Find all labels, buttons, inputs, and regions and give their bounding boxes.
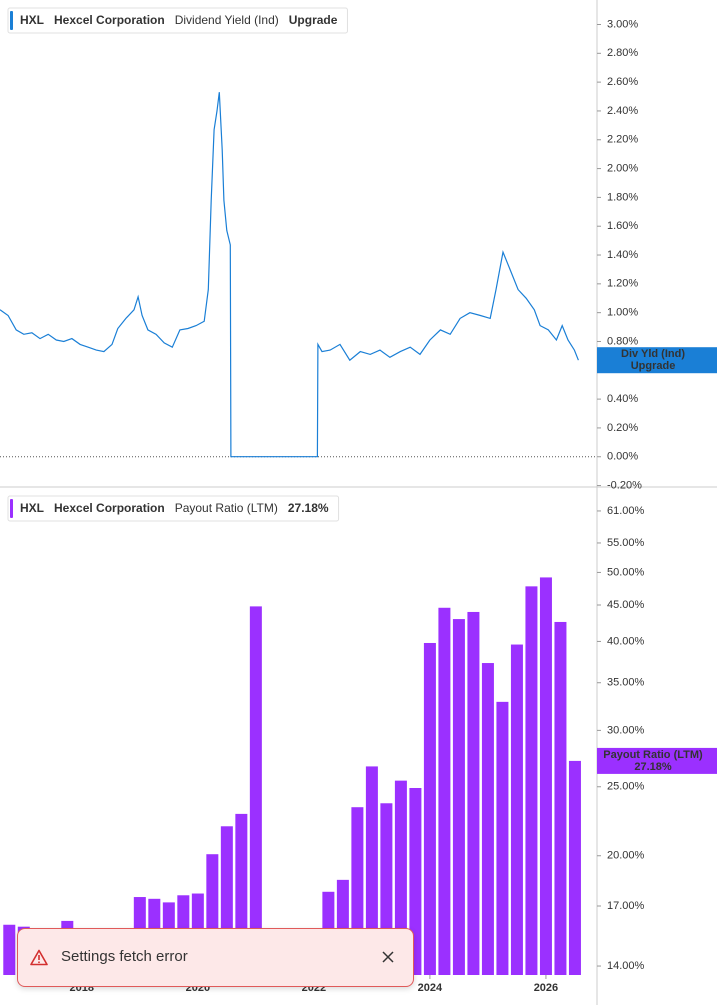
bar: [568, 760, 581, 975]
legend-text: HXL: [20, 13, 44, 27]
legend-box: [7, 7, 348, 34]
line-series: [0, 92, 579, 458]
bar: [249, 606, 262, 975]
legend-text: HXL: [20, 501, 44, 515]
bar: [409, 787, 422, 975]
y-tick-label: 17.00%: [607, 900, 645, 912]
y-tick-label: 0.40%: [607, 393, 638, 405]
legend-box: [7, 495, 340, 522]
y-tick-label: 0.00%: [607, 451, 638, 463]
bar: [554, 621, 567, 975]
bar: [3, 924, 16, 975]
y-tick-label: 30.00%: [607, 724, 645, 736]
bar: [467, 611, 480, 975]
bar: [525, 586, 538, 975]
y-tick-label: 2.00%: [607, 162, 638, 174]
bar: [365, 766, 378, 975]
y-tick-label: 1.60%: [607, 220, 638, 232]
warning-icon: [30, 949, 48, 966]
y-tick-label: 0.20%: [607, 422, 638, 434]
y-tick-label: -0.20%: [607, 479, 642, 491]
legend-accent: [10, 11, 13, 30]
toast-message: Settings fetch error: [61, 948, 188, 965]
x-tick-label: 2024: [418, 982, 443, 994]
y-tick-label: 55.00%: [607, 537, 645, 549]
legend-text: Upgrade: [289, 13, 338, 27]
y-tick-label: 0.80%: [607, 335, 638, 347]
bar: [510, 644, 523, 975]
y-tick-label: 20.00%: [607, 850, 645, 862]
tag-text: Div Yld (Ind): [621, 348, 685, 360]
y-tick-label: 1.40%: [607, 249, 638, 261]
y-tick-label: 45.00%: [607, 599, 645, 611]
bar: [539, 577, 552, 975]
tag-text: Upgrade: [631, 360, 676, 372]
bar: [423, 642, 436, 975]
y-tick-label: 50.00%: [607, 566, 645, 578]
x-tick-label: 2026: [534, 982, 558, 994]
y-tick-label: 61.00%: [607, 505, 645, 517]
y-tick-label: 2.40%: [607, 105, 638, 117]
y-tick-label: 14.00%: [607, 960, 645, 972]
y-tick-label: 2.80%: [607, 47, 638, 59]
y-tick-label: 1.00%: [607, 307, 638, 319]
bar: [481, 663, 494, 975]
y-tick-label: 1.80%: [607, 191, 638, 203]
close-button[interactable]: [381, 950, 395, 964]
legend-text: 27.18%: [288, 501, 329, 515]
y-tick-label: 1.20%: [607, 278, 638, 290]
y-tick-label: 25.00%: [607, 781, 645, 793]
tag-text: 27.18%: [634, 761, 672, 773]
legend-accent: [10, 499, 13, 518]
y-tick-label: 40.00%: [607, 635, 645, 647]
error-toast: Settings fetch error: [17, 928, 414, 987]
y-tick-label: 35.00%: [607, 677, 645, 689]
bar: [452, 619, 465, 975]
y-tick-label: 2.60%: [607, 76, 638, 88]
legend-text: Hexcel Corporation: [54, 501, 165, 515]
y-tick-label: 2.20%: [607, 134, 638, 146]
legend-text: Dividend Yield (Ind): [175, 13, 279, 27]
tag-text: Payout Ratio (LTM): [603, 749, 703, 761]
last-value-tag: [597, 347, 717, 374]
bar: [438, 607, 451, 975]
legend-text: Hexcel Corporation: [54, 13, 165, 27]
bar: [496, 701, 509, 975]
y-tick-label: 3.00%: [607, 18, 638, 30]
bar: [394, 780, 407, 975]
last-value-tag: [597, 747, 717, 774]
legend-text: Payout Ratio (LTM): [175, 501, 278, 515]
